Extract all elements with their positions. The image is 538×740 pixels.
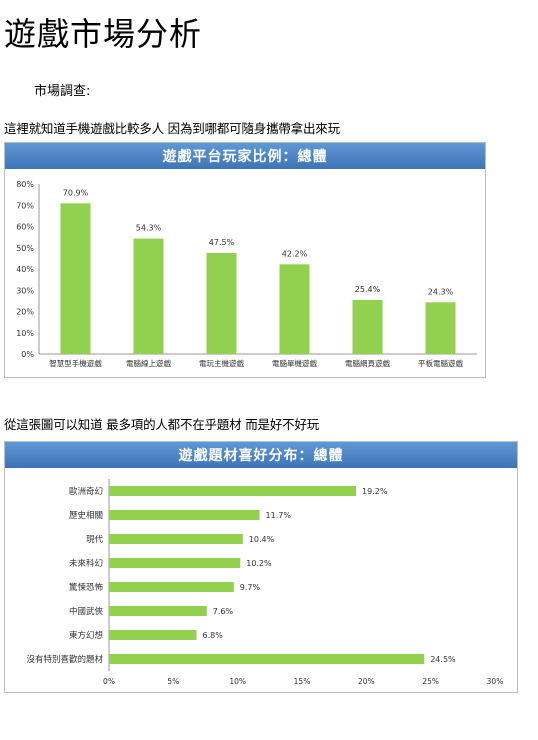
data-label: 10.2%: [246, 559, 272, 568]
data-label: 9.7%: [240, 583, 261, 592]
y-tick-label: 歐洲奇幻: [69, 486, 103, 497]
x-tick-label: 智慧型手機遊戲: [49, 358, 102, 368]
data-label: 54.3%: [136, 224, 162, 233]
bar: [109, 654, 425, 664]
y-tick-label: 40%: [16, 265, 34, 274]
x-tick-label: 25%: [422, 677, 439, 686]
x-tick-label: 5%: [167, 677, 179, 686]
y-tick-label: 20%: [16, 308, 34, 317]
bar: [109, 534, 243, 544]
page-title: 遊戲市場分析: [4, 15, 203, 53]
x-tick-label: 平板電腦遊戲: [418, 358, 463, 368]
bar: [133, 238, 164, 354]
bar: [109, 486, 357, 496]
x-tick-label: 電腦線上遊戲: [126, 358, 171, 368]
x-tick-label: 20%: [358, 677, 375, 686]
chart-title: 遊戲平台玩家比例：總體: [5, 143, 485, 169]
y-tick-label: 現代: [86, 534, 104, 545]
paragraph-theme: 從這張圖可以知道 最多項的人都不在乎題材 而是好不好玩: [4, 417, 320, 432]
x-tick-label: 電腦單機遊戲: [272, 358, 317, 368]
data-label: 11.7%: [266, 511, 292, 520]
x-tick-label: 電玩主機遊戲: [199, 358, 244, 368]
y-tick-label: 中國武俠: [69, 606, 104, 617]
bar: [109, 630, 197, 640]
platform-chart-plot: 0% 10% 20% 30% 40% 50% 60% 70% 80% 70.9% 智慧型手機遊戲 54…: [16, 180, 477, 368]
paragraph-platform: 這裡就知道手機遊戲比較多人 因為到哪都可隨身攜帶拿出來玩: [4, 121, 340, 136]
bar: [60, 203, 91, 354]
bar: [109, 606, 207, 616]
y-tick-label: 未來科幻: [69, 558, 103, 569]
data-label: 24.5%: [430, 655, 456, 664]
y-tick-label: 東方幻想: [69, 630, 104, 641]
platform-bar-chart: 遊戲平台玩家比例：總體 0% 10% 20% 30% 40% 50% 60% 70% 80% 70…: [4, 142, 486, 378]
bar: [352, 300, 383, 354]
y-tick-label: 0%: [21, 350, 34, 359]
x-tick-label: 30%: [487, 677, 504, 686]
bar: [425, 302, 456, 354]
bar: [109, 558, 241, 568]
data-label: 25.4%: [355, 285, 381, 294]
section-subtitle: 市場調查:: [34, 84, 91, 99]
y-tick-label: 歷史相關: [69, 510, 103, 521]
y-tick-label: 50%: [16, 244, 34, 253]
data-label: 70.9%: [63, 188, 89, 197]
data-label: 19.2%: [362, 487, 388, 496]
bar: [206, 253, 237, 354]
y-tick-label: 80%: [16, 180, 34, 189]
data-label: 47.5%: [209, 238, 235, 247]
y-tick-label: 70%: [16, 201, 34, 210]
x-tick-label: 電腦網頁遊戲: [345, 358, 390, 368]
data-label: 24.3%: [428, 287, 454, 296]
bar: [109, 582, 234, 592]
data-label: 6.8%: [202, 631, 223, 640]
x-tick-label: 15%: [294, 677, 311, 686]
y-tick-label: 驚悚恐怖: [69, 582, 104, 593]
theme-bar-chart: 遊戲題材喜好分布：總體 0% 5% 10% 15% 20% 25% 30% 19.2% 歐洲奇幻…: [4, 441, 518, 693]
bar: [279, 264, 310, 354]
x-tick-label: 10%: [229, 677, 246, 686]
data-label: 10.4%: [249, 535, 275, 544]
theme-chart-plot: 0% 5% 10% 15% 20% 25% 30% 19.2% 歐洲奇幻 11.7% 歷史相關 10.…: [26, 479, 504, 686]
x-tick-label: 0%: [103, 677, 115, 686]
y-tick-label: 60%: [16, 223, 34, 232]
data-label: 42.2%: [282, 249, 308, 258]
y-tick-label: 沒有特別喜歡的題材: [26, 654, 103, 665]
data-label: 7.6%: [213, 607, 234, 616]
y-tick-label: 10%: [16, 329, 34, 338]
y-tick-label: 30%: [16, 286, 34, 295]
chart-title: 遊戲題材喜好分布：總體: [5, 442, 517, 468]
bar: [109, 510, 260, 520]
